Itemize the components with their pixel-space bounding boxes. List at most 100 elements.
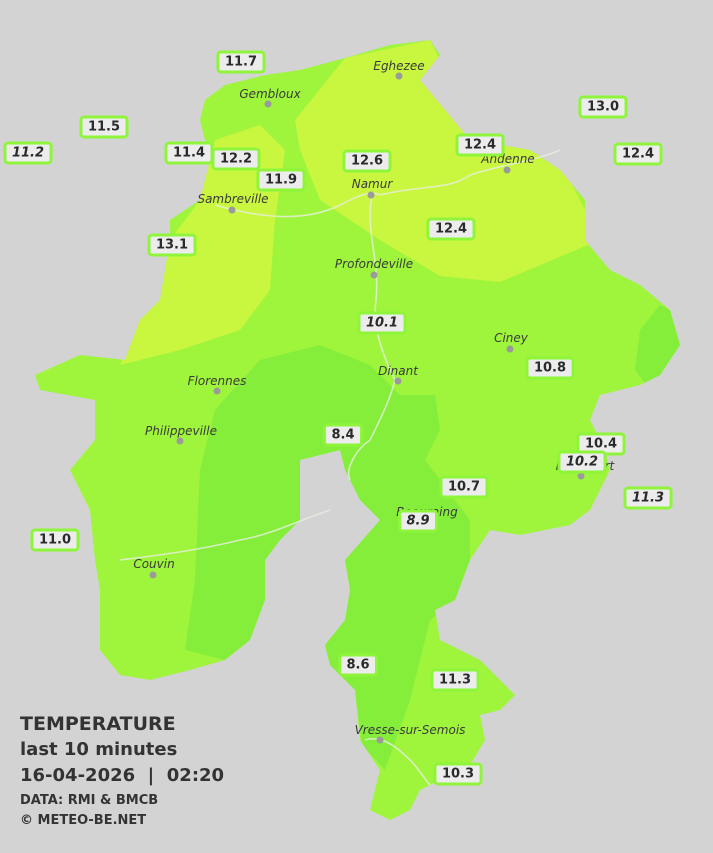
legend-title: TEMPERATURE [20, 713, 176, 735]
reading-box [613, 142, 663, 166]
city: Florennes [188, 374, 247, 395]
reading-value: 10.2 [566, 455, 598, 470]
warm-zone [120, 125, 285, 365]
reading-value: 11.2 [12, 146, 44, 161]
city-dot [394, 377, 402, 385]
city: Eghezee [373, 59, 425, 80]
reading-value: 11.3 [632, 491, 664, 506]
city-label: Ciney [494, 331, 529, 345]
reading-box [623, 486, 673, 510]
reading: 10.1 [357, 311, 407, 335]
reading-value: 10.8 [534, 361, 566, 376]
reading-box [455, 133, 505, 157]
city: Couvin [133, 557, 175, 579]
city: Dinant [378, 364, 419, 385]
city-label: Profondeville [335, 257, 413, 271]
reading-value: 12.6 [351, 154, 383, 169]
readings: 11.7 11.5 11.2 11.4 12.2 11.9 12.6 12.4 … [3, 50, 673, 786]
city-dot [228, 206, 236, 214]
reading: 10.4 [576, 432, 626, 456]
reading-value: 10.3 [442, 767, 474, 782]
reading-box [147, 233, 197, 257]
reading-box [439, 475, 489, 499]
city: Gembloux [239, 87, 302, 108]
city-dot [577, 472, 585, 480]
reading-value: 13.0 [587, 100, 619, 115]
reading-value: 8.4 [331, 428, 354, 443]
cool-zone [185, 345, 470, 770]
city: Philippeville [145, 424, 217, 445]
reading-value: 11.9 [265, 173, 297, 188]
legend-credit: © METEO-BE.NET [20, 813, 146, 828]
legend: TEMPERATURE last 10 minutes 16-04-2026 |… [20, 713, 224, 828]
reading-box [79, 115, 129, 139]
reading-box [337, 653, 379, 677]
reading: 8.9 [397, 509, 439, 533]
reading: 8.6 [337, 653, 379, 677]
reading-box [3, 141, 53, 165]
reading-box [211, 147, 261, 171]
city: Ciney [494, 331, 529, 353]
city-dot [176, 437, 184, 445]
reading-box [216, 50, 266, 74]
reading-value: 11.3 [439, 673, 471, 688]
reading-value: 10.4 [585, 437, 617, 452]
reading-box [426, 217, 476, 241]
reading: 11.4 [164, 141, 214, 165]
city-dot [149, 571, 157, 579]
reading-box [525, 356, 575, 380]
reading-value: 11.4 [173, 146, 205, 161]
reading-value: 12.2 [220, 152, 252, 167]
reading-box [342, 149, 392, 173]
reading: 11.3 [430, 668, 480, 692]
reading: 12.4 [426, 217, 476, 241]
reading: 11.0 [30, 528, 80, 552]
reading: 12.2 [211, 147, 261, 171]
reading-value: 11.0 [39, 533, 71, 548]
reading-value: 13.1 [156, 238, 188, 253]
reading: 10.8 [525, 356, 575, 380]
reading-value: 12.4 [622, 147, 654, 162]
city-dot [213, 387, 221, 395]
reading-box [397, 509, 439, 533]
reading-value: 11.7 [225, 55, 257, 70]
city-dot [367, 191, 375, 199]
reading-value: 10.7 [448, 480, 480, 495]
reading: 10.2 [557, 450, 607, 474]
reading-value: 12.4 [464, 138, 496, 153]
reading: 10.7 [439, 475, 489, 499]
reading-value: 10.1 [366, 316, 398, 331]
reading-box [357, 311, 407, 335]
reading: 10.3 [433, 762, 483, 786]
legend-source: DATA: RMI & BMCB [20, 793, 158, 808]
warm-zone [295, 40, 600, 282]
reading: 11.3 [623, 486, 673, 510]
city-dot [370, 271, 378, 279]
reading-value: 11.5 [88, 120, 120, 135]
reading-value: 12.4 [435, 222, 467, 237]
reading-box [578, 95, 628, 119]
city-dot [395, 72, 403, 80]
reading: 8.4 [322, 423, 364, 447]
reading: 11.2 [3, 141, 53, 165]
river [119, 509, 331, 561]
legend-subtitle: last 10 minutes [20, 739, 177, 760]
reading: 12.6 [342, 149, 392, 173]
reading: 13.1 [147, 233, 197, 257]
reading: 11.7 [216, 50, 266, 74]
reading-box [433, 762, 483, 786]
city: Sambreville [197, 192, 269, 214]
city: Vresse-sur-Semois [355, 723, 466, 744]
city: Namur [352, 177, 393, 199]
reading: 13.0 [578, 95, 628, 119]
city-label: Florennes [188, 374, 247, 388]
reading: 11.5 [79, 115, 129, 139]
city-label: Sambreville [197, 192, 268, 206]
city-label: Eghezee [373, 59, 424, 73]
city-label: Vresse-sur-Semois [355, 723, 466, 737]
river [348, 194, 396, 481]
city-label: Gembloux [239, 87, 301, 101]
reading-box [430, 668, 480, 692]
city: Profondeville [335, 257, 413, 279]
